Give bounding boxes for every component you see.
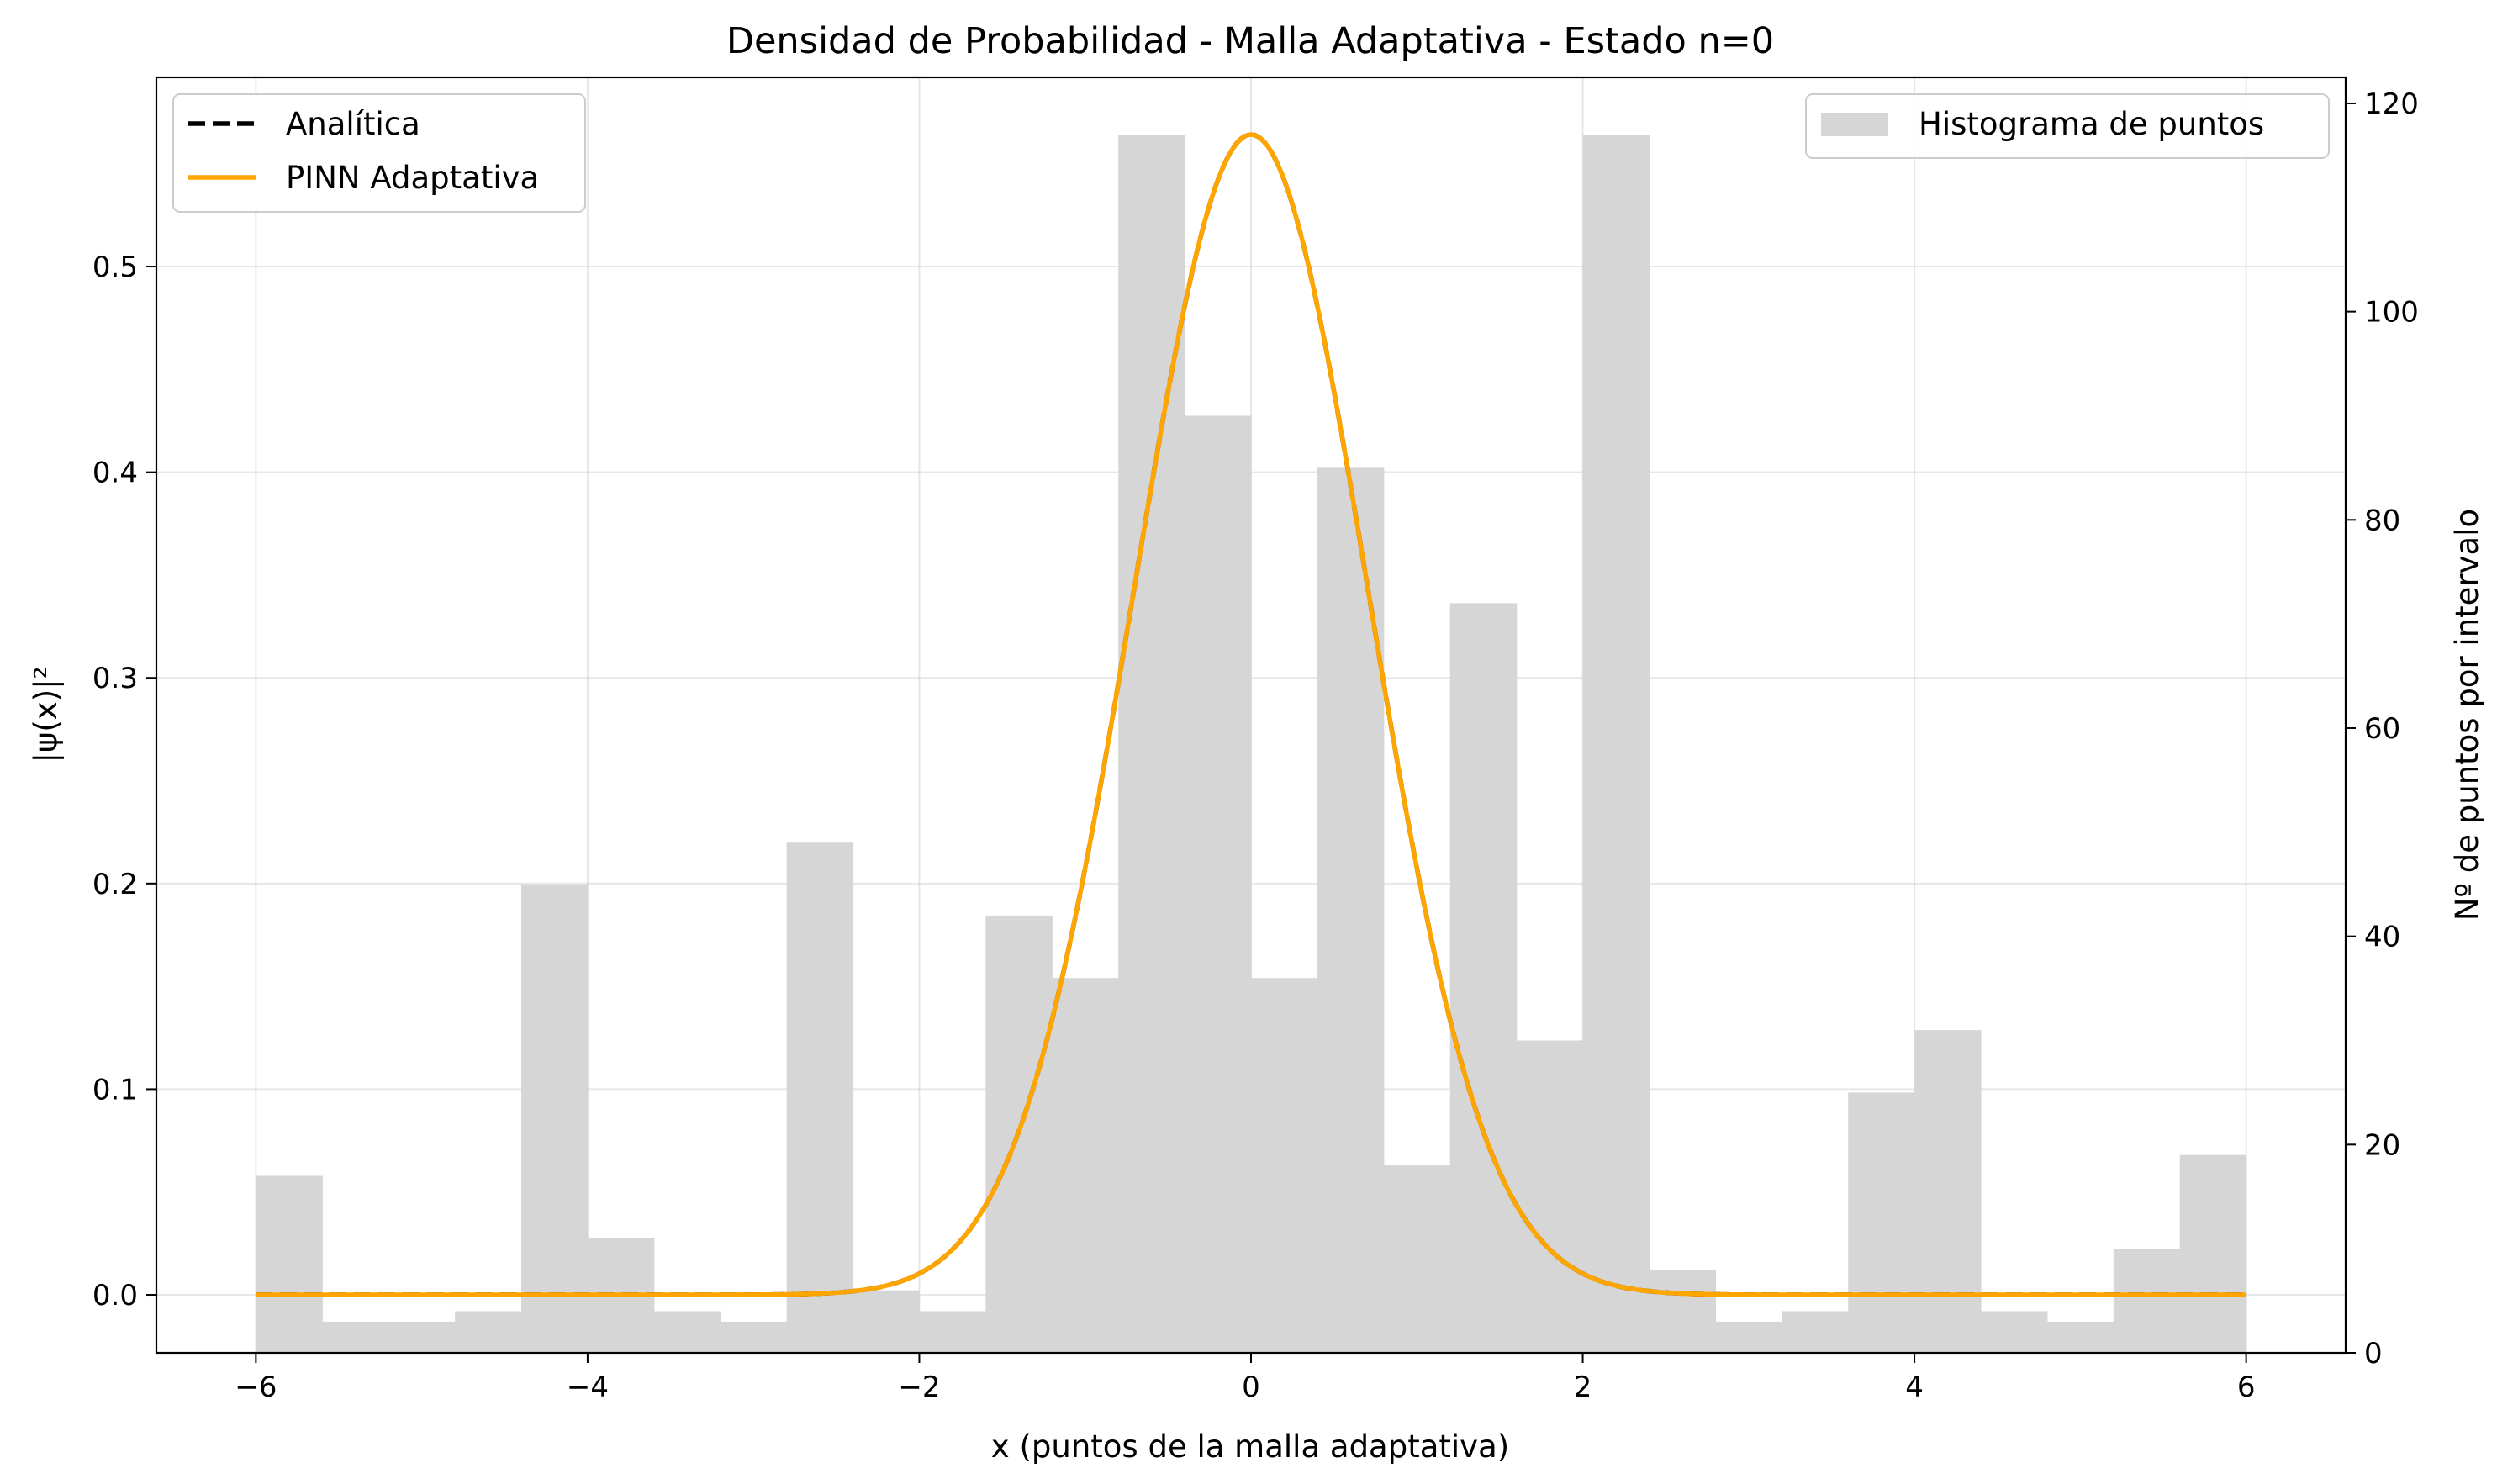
- y-axis-right-label: Nº de puntos por intervalo: [2449, 509, 2485, 921]
- x-tick-label: −6: [235, 1370, 277, 1404]
- histogram-bar: [2179, 1154, 2247, 1353]
- x-tick-label: −2: [898, 1370, 940, 1404]
- legend-histogram-label: Histograma de puntos: [1919, 106, 2264, 142]
- x-tick-label: 0: [1242, 1370, 1260, 1404]
- histogram-bar: [388, 1321, 456, 1353]
- y-left-tick-label: 0.3: [92, 662, 138, 695]
- histogram-bar: [1649, 1269, 1716, 1353]
- legend-lines: Analítica PINN Adaptativa: [172, 93, 586, 213]
- histogram-bar: [653, 1311, 721, 1353]
- y-right-tick-label: 120: [2364, 87, 2419, 121]
- histogram-bar: [853, 1290, 921, 1353]
- histogram-bar: [2113, 1249, 2181, 1353]
- x-tick-label: 2: [1574, 1370, 1592, 1404]
- y-left-tick-label: 0.5: [92, 251, 138, 284]
- legend-analitica-label: Analítica: [286, 106, 420, 142]
- y-axis-right-ticks: 0 20 40 60 80 100 120: [2346, 87, 2419, 1370]
- histogram-bar: [1118, 135, 1185, 1353]
- histogram-bar: [521, 884, 589, 1353]
- y-right-tick-label: 0: [2364, 1337, 2383, 1370]
- legend-lines-box: [172, 93, 586, 213]
- histogram-bar: [455, 1311, 522, 1353]
- series-line-pinn: [256, 132, 2246, 1297]
- histogram-bar: [1449, 603, 1518, 1353]
- histogram-bar: [919, 1311, 986, 1353]
- histogram-bar: [1383, 1165, 1451, 1353]
- histogram-bar: [322, 1321, 389, 1353]
- x-axis-label: x (puntos de la malla adaptativa): [991, 1429, 1509, 1465]
- histogram-bar: [1185, 415, 1252, 1354]
- histogram-bar: [1251, 978, 1318, 1353]
- histogram-bar: [1052, 978, 1119, 1353]
- y-right-tick-label: 100: [2364, 296, 2419, 330]
- x-axis-ticks: −6 −4 −2 0 2 4 6: [235, 1353, 2255, 1404]
- y-left-tick-label: 0.1: [92, 1073, 138, 1106]
- histogram-bar: [1582, 135, 1650, 1353]
- legend-histogram-box: [1805, 93, 2330, 159]
- legend-histogram: Histograma de puntos: [1805, 93, 2330, 159]
- histogram-bar: [1981, 1311, 2048, 1353]
- legend-pinn-label: PINN Adaptativa: [286, 160, 539, 196]
- y-axis-left-label: |ψ(x)|²: [28, 667, 64, 763]
- histogram-bar: [1848, 1092, 1915, 1353]
- histogram-bar: [256, 1175, 323, 1353]
- chart-title: Densidad de Probabilidad - Malla Adaptat…: [726, 20, 1774, 62]
- plot-area: [156, 77, 2346, 1354]
- y-left-tick-label: 0.2: [92, 868, 138, 901]
- histogram-bar: [1782, 1311, 1849, 1353]
- y-left-tick-label: 0.0: [92, 1279, 138, 1312]
- x-tick-label: 6: [2237, 1370, 2256, 1404]
- x-tick-label: 4: [1905, 1370, 1924, 1404]
- histogram-bar: [1715, 1321, 1782, 1353]
- series-lines: [256, 132, 2246, 1297]
- histogram-bar: [720, 1321, 788, 1353]
- histogram-bar: [2046, 1321, 2114, 1353]
- histogram-bar: [1914, 1030, 1982, 1353]
- y-axis-left-ticks: 0.0 0.1 0.2 0.3 0.4 0.5: [92, 251, 156, 1312]
- x-tick-label: −4: [567, 1370, 609, 1404]
- legend-histogram-swatch: [1821, 113, 1888, 136]
- histogram-bar: [1516, 1040, 1584, 1353]
- histogram-bar: [1317, 467, 1385, 1354]
- y-right-tick-label: 80: [2364, 504, 2400, 537]
- y-left-tick-label: 0.4: [92, 457, 138, 490]
- y-right-tick-label: 60: [2364, 712, 2400, 746]
- histogram-bar: [786, 842, 854, 1353]
- y-right-tick-label: 40: [2364, 921, 2400, 954]
- y-right-tick-label: 20: [2364, 1128, 2400, 1162]
